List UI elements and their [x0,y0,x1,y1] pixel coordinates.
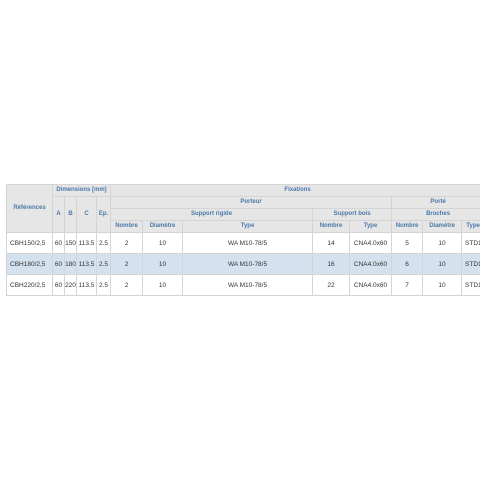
header-dimensions: Dimensions [mm] [51,184,112,197]
cell-bois-type: CNA4.0x60 [349,253,393,275]
cell-reference: CBH220/2,5 [6,274,53,296]
cell-reference: CBH180/2,5 [6,253,53,275]
cell-reference: CBH150/2,5 [6,232,53,254]
header-a: A [52,196,65,233]
cell-b: 150 [64,232,77,254]
cell-c: 113.5 [76,232,97,254]
header-row-3: Support rigide Support bois Broches [7,208,480,221]
cell-broches-nombre: 7 [391,274,424,296]
cell-b: 220 [64,274,77,296]
header-b: B [64,196,77,233]
cell-broches-type: STD10 [461,274,480,296]
cell-rigide-type: WA M10-78/5 [182,232,314,254]
header-bois-type: Type [349,220,393,233]
header-broches-type: Type [461,220,480,233]
cell-bois-nombre: 22 [312,274,351,296]
cell-broches-diametre: 10 [422,253,463,275]
table-row: CBH180/2,5 60 180 113.5 2.5 2 10 WA M10-… [6,253,480,275]
cell-rigide-diametre: 10 [142,232,184,254]
cell-ep: 2.5 [95,232,112,254]
cell-broches-diametre: 10 [422,274,463,296]
cell-rigide-diametre: 10 [142,253,184,275]
header-support-bois: Support bois [312,208,393,221]
header-broches-diametre: Diamètre [422,220,463,233]
cell-rigide-diametre: 10 [142,274,184,296]
cell-broches-type: STD10 [461,253,480,275]
header-references: Références [6,184,53,233]
cell-rigide-type: WA M10-78/5 [182,274,314,296]
header-row-2: A B C Ep. Porteur Porté [7,196,480,233]
header-fixations: Fixations [110,184,480,197]
table-row: CBH220/2,5 60 220 113.5 2.5 2 10 WA M10-… [6,274,480,296]
cell-bois-nombre: 16 [312,253,351,275]
header-row-1: Références Dimensions [mm] Fixations [6,184,480,233]
cell-ep: 2.5 [95,253,112,275]
header-c: C [76,196,97,233]
header-broches: Broches [391,208,480,221]
cell-rigide-type: WA M10-78/5 [182,253,314,275]
header-row-4: Nombre Diamètre Type Nombre Type Nombre … [7,220,480,233]
cell-rigide-nombre: 2 [110,274,144,296]
fixations-table-container: Références Dimensions [mm] Fixations A B… [6,184,480,296]
cell-rigide-nombre: 2 [110,253,144,275]
cell-rigide-nombre: 2 [110,232,144,254]
header-broches-nombre: Nombre [391,220,424,233]
cell-bois-type: CNA4.0x60 [349,274,393,296]
header-rigide-type: Type [182,220,314,233]
header-bois-nombre: Nombre [312,220,351,233]
header-rigide-diametre: Diamètre [142,220,184,233]
cell-c: 113.5 [76,274,97,296]
cell-broches-type: STD10 [461,232,480,254]
cell-a: 60 [52,253,65,275]
cell-broches-nombre: 5 [391,232,424,254]
cell-a: 60 [52,274,65,296]
header-ep: Ep. [95,196,112,233]
cell-broches-nombre: 6 [391,253,424,275]
header-support-rigide: Support rigide [110,208,314,221]
cell-bois-nombre: 14 [312,232,351,254]
fixations-table: Références Dimensions [mm] Fixations A B… [6,184,480,296]
cell-b: 180 [64,253,77,275]
header-rigide-nombre: Nombre [110,220,144,233]
cell-bois-type: CNA4.0x60 [349,232,393,254]
table-row: CBH150/2,5 60 150 113.5 2.5 2 10 WA M10-… [6,232,480,254]
cell-ep: 2.5 [95,274,112,296]
header-porteur: Porteur [110,196,393,209]
cell-a: 60 [52,232,65,254]
header-porte: Porté [391,196,480,209]
cell-broches-diametre: 10 [422,232,463,254]
cell-c: 113.5 [76,253,97,275]
